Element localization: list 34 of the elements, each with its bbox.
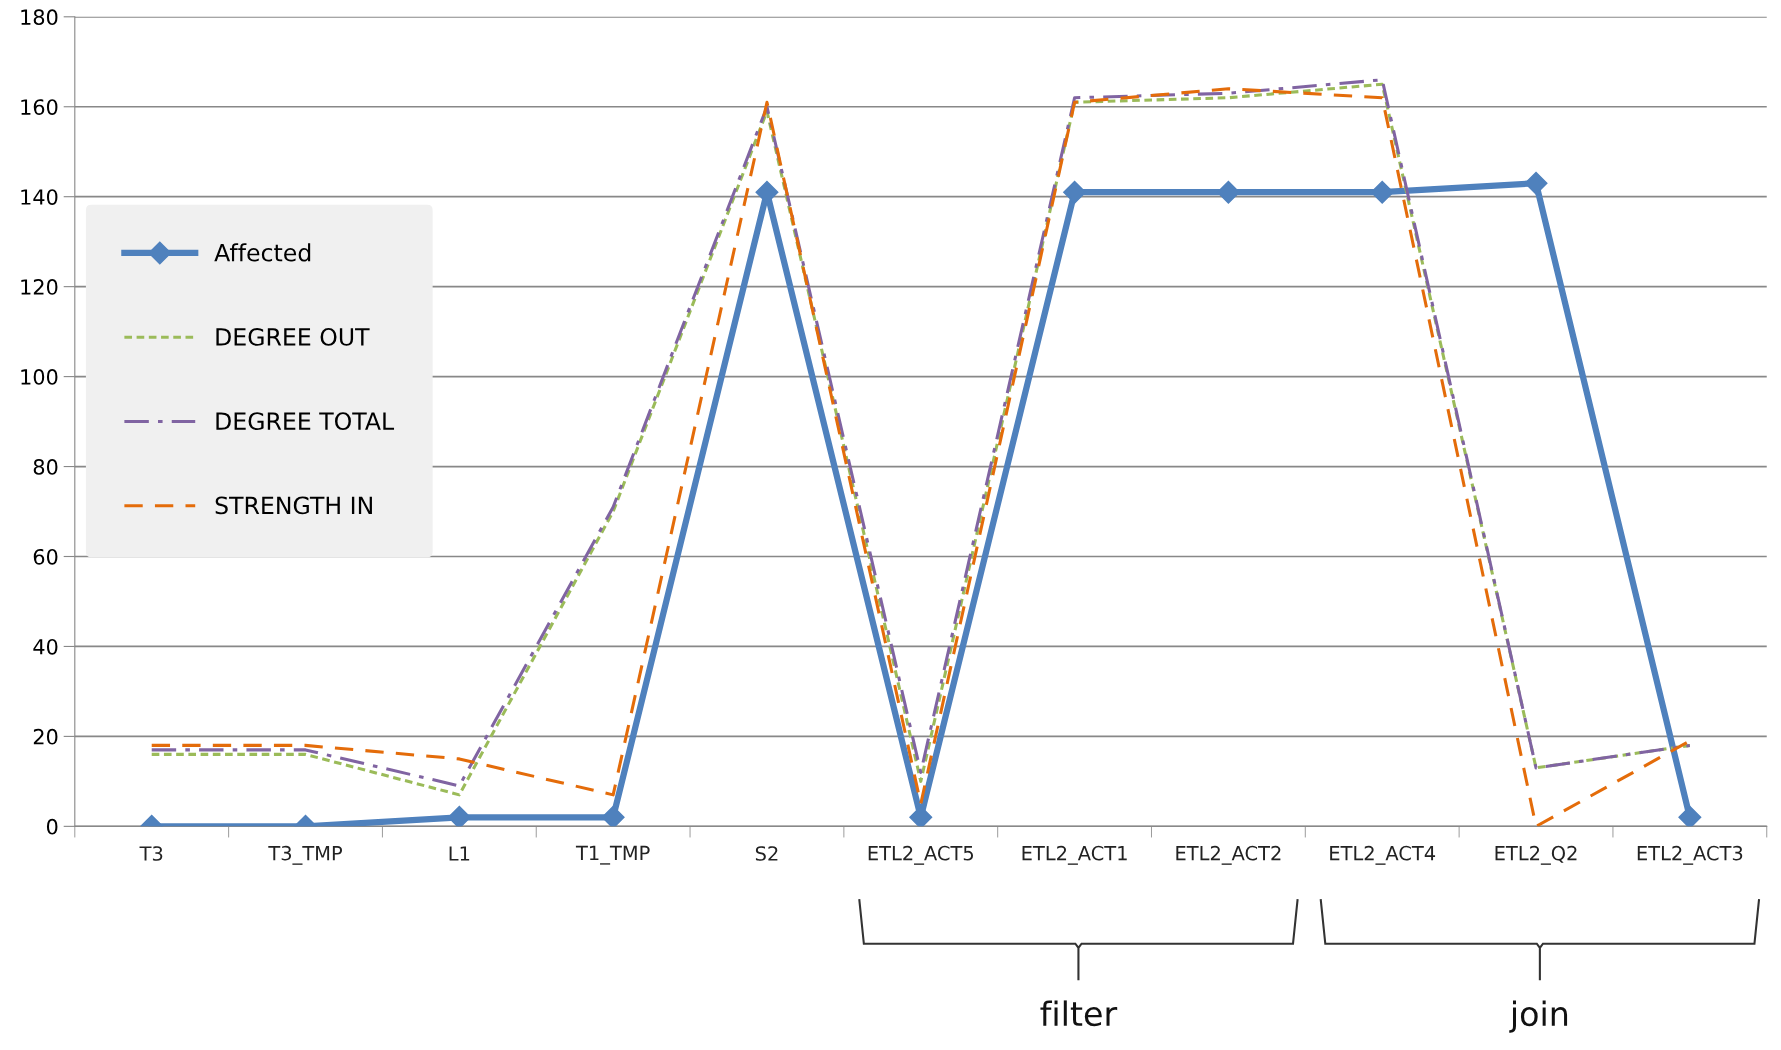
point [1216,180,1240,204]
y-tick-label: 100 [21,369,58,385]
x-tick-label: T3 [139,846,163,861]
x-tick-label: L1 [449,846,470,861]
x-tick-label: ETL2_ACT1 [1022,845,1127,865]
legend-label: Affected [214,243,311,262]
x-tick-label: ETL2_ACT4 [1330,845,1436,865]
y-tick-label: 60 [33,548,58,565]
x-tick-label: ETL2_ACT5 [868,845,974,865]
legend-label: STRENGTH IN [215,496,372,515]
point [1678,805,1702,827]
y-tick-label: 40 [33,638,58,655]
y-tick-label: 0 [46,818,58,835]
x-tick-label: ETL2_ACT3 [1637,845,1743,865]
point [1063,180,1087,204]
x-tick-label: ETL2_Q2 [1495,845,1577,865]
y-tick-label: 160 [21,99,58,115]
x-tick-label: T1_TMP [575,845,650,865]
y-tick-label: 20 [33,728,58,745]
y-tick-label: 80 [33,459,58,475]
y-tick-label: 120 [21,279,58,295]
legend-label: DEGREE TOTAL [216,412,395,431]
x-tick-label: S2 [755,846,778,861]
x-tick-label: T3_TMP [268,845,343,865]
text: filter [1040,1000,1118,1027]
point [447,805,471,827]
y-tick-label: 140 [21,189,58,205]
text: join [1509,1000,1568,1033]
y-tick-label: 180 [21,9,58,26]
x-tick-label: ETL2_ACT2 [1176,845,1281,865]
point [601,805,625,827]
point [1370,180,1394,204]
point [1524,171,1548,195]
legend-label: DEGREE OUT [216,327,370,346]
